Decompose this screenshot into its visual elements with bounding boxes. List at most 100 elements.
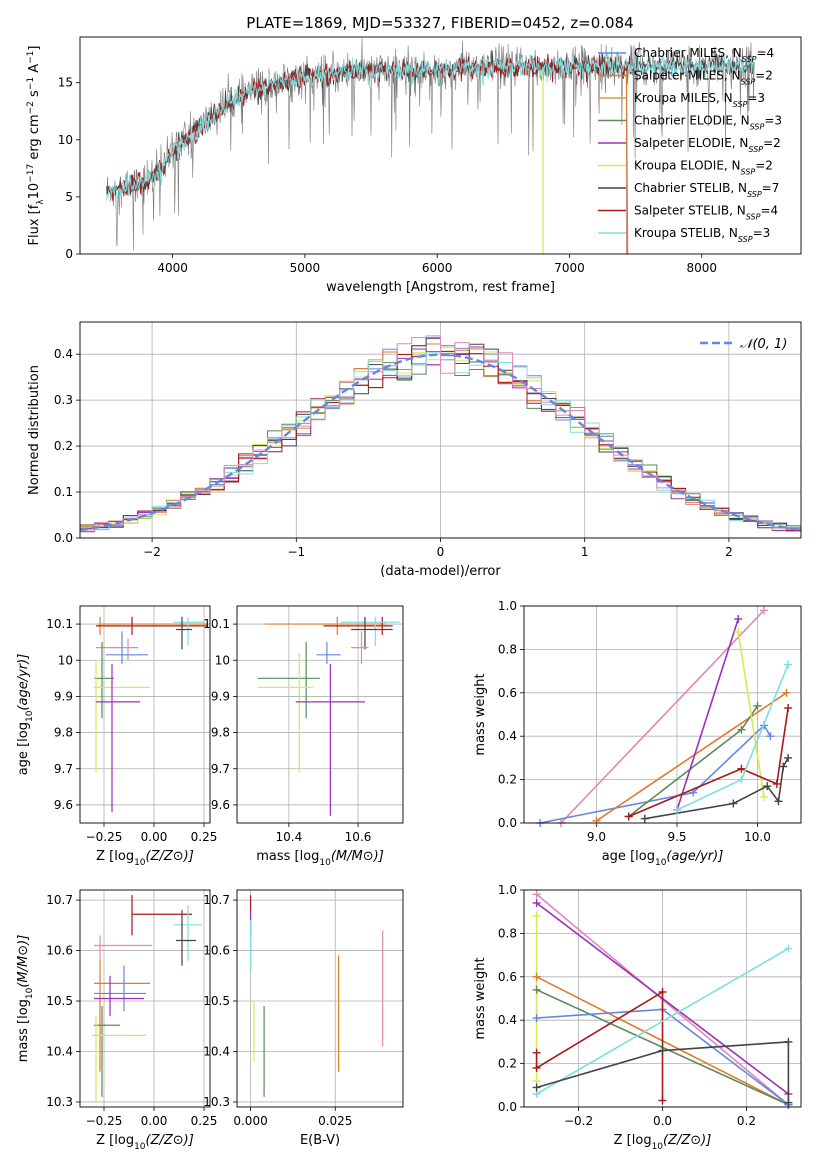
legend-entry: Salpeter MILES, NSSP=2 — [634, 69, 773, 87]
errorbar-point — [351, 631, 369, 664]
y-tick-label: 10.5 — [203, 994, 230, 1008]
x-axis-label: (data-model)/error — [380, 564, 501, 579]
y-tick-label: 9.7 — [54, 762, 73, 776]
x-tick-label: 0.2 — [737, 1114, 756, 1128]
y-tick-label: 9.6 — [54, 798, 73, 812]
axes-frame — [79, 36, 802, 255]
x-tick-label: 4000 — [157, 261, 188, 275]
weight-marker — [763, 782, 772, 791]
x-tick-label: 10.4 — [276, 830, 303, 844]
axes-frame — [236, 889, 404, 1108]
weight-marker — [532, 890, 541, 899]
x-tick-label: −2 — [143, 545, 161, 559]
y-axis-label: mass weight — [473, 673, 488, 755]
weight-marker — [737, 764, 746, 773]
x-tick-label: 1 — [581, 545, 589, 559]
axes-weight-vs-age: 9.0 9.5 10.0 0.0 0.2 0.4 0.6 0.8 1.0 age [log10(a… — [473, 599, 802, 868]
errorbar-point — [351, 616, 393, 650]
errorbar-point — [174, 905, 202, 961]
axes-frame — [79, 889, 211, 1108]
axes-weight-vs-z: −0.2 0.0 0.2 0.0 0.2 0.4 0.6 0.8 1.0 Z [log10(Z/Z… — [473, 883, 802, 1152]
weight-marker — [729, 799, 738, 808]
y-tick-label: 0.0 — [498, 816, 517, 830]
weight-series-line — [676, 618, 739, 811]
errorbar-point — [106, 631, 148, 664]
weight-marker — [532, 985, 541, 994]
x-tick-label: 10.6 — [345, 830, 372, 844]
weight-marker — [734, 615, 743, 624]
axes-frame — [523, 605, 802, 824]
y-tick-label: 0.3 — [54, 393, 73, 407]
model-spectrum-line — [106, 50, 755, 197]
y-axis-label: Flux [fλ10−17 erg cm−2 s−1 A−1] — [26, 46, 46, 246]
x-tick-label: 9.5 — [667, 830, 686, 844]
errorbar-point — [316, 642, 341, 664]
y-tick-label: 10.7 — [46, 893, 73, 907]
errorbar-point — [94, 960, 150, 1072]
y-tick-label: 10.4 — [203, 1044, 230, 1058]
spectrum-legend: Chabrier MILES, NSSP=4 Salpeter MILES, NS… — [598, 46, 782, 244]
y-tick-label: 0.2 — [54, 439, 73, 453]
weight-marker — [737, 775, 746, 784]
y-tick-label: 9.9 — [211, 689, 230, 703]
y-tick-label: 0.1 — [54, 485, 73, 499]
errorbar-point — [96, 663, 140, 813]
y-tick-label: 9.8 — [54, 726, 73, 740]
errorbar-point — [94, 935, 152, 961]
axes-frame — [79, 321, 802, 539]
x-axis-label: age [log10(age/yr)] — [602, 849, 724, 868]
x-tick-label: 8000 — [687, 261, 718, 275]
y-tick-label: 0.2 — [498, 773, 517, 787]
weight-marker — [784, 753, 793, 762]
x-tick-label: 0.00 — [141, 1114, 168, 1128]
x-tick-label: 10.0 — [744, 830, 771, 844]
y-tick-label: 0.8 — [498, 642, 517, 656]
errorbar-point — [94, 1006, 120, 1097]
weight-marker — [532, 1083, 541, 1092]
y-tick-label: 0.2 — [498, 1057, 517, 1071]
x-tick-label: 0.25 — [191, 830, 218, 844]
x-tick-label: 0 — [437, 545, 445, 559]
errorbar-point — [174, 616, 204, 646]
y-tick-label: 10.1 — [203, 617, 230, 631]
x-axis-label: Z [log10(Z/Z⊙)] — [614, 1133, 712, 1152]
y-tick-label: 0.6 — [498, 970, 517, 984]
model-dropout-line — [625, 71, 629, 255]
legend-entry: Kroupa ELODIE, NSSP=2 — [634, 159, 773, 177]
weight-series-line — [628, 707, 789, 818]
y-tick-label: 10 — [58, 653, 73, 667]
errorbar-point — [323, 616, 393, 635]
weight-marker — [532, 972, 541, 981]
y-tick-label: 9.6 — [211, 798, 230, 812]
errorbar-point — [176, 910, 196, 966]
axes-frame — [523, 889, 802, 1108]
y-tick-label: 10.6 — [46, 944, 73, 958]
y-tick-label: 9.7 — [211, 762, 230, 776]
axes-age-vs-z: −0.25 0.00 0.25 9.6 9.7 9.8 9.9 10 10.1 Z [log10(… — [16, 605, 218, 868]
errorbar-point — [176, 616, 192, 650]
y-tick-label: 10 — [215, 653, 230, 667]
legend-entry: Chabrier MILES, NSSP=4 — [634, 46, 774, 64]
x-tick-label: 7000 — [554, 261, 585, 275]
y-tick-label: 0.4 — [498, 729, 517, 743]
weight-marker — [658, 1046, 667, 1055]
legend-entry: Chabrier STELIB, NSSP=7 — [634, 181, 779, 199]
y-axis-label: mass weight — [473, 957, 488, 1039]
weight-marker — [624, 812, 633, 821]
weight-marker — [766, 732, 775, 741]
gaussian-reference-line — [79, 353, 799, 532]
x-tick-label: −0.25 — [86, 830, 123, 844]
y-tick-label: 9.8 — [211, 726, 230, 740]
axes-mass-vs-z: −0.25 0.00 0.25 10.3 10.4 10.5 10.6 10.7 Z [log1… — [16, 889, 217, 1152]
weight-marker — [532, 1063, 541, 1072]
weight-marker — [772, 779, 781, 788]
legend-entry: Salpeter ELODIE, NSSP=2 — [634, 136, 781, 154]
weight-marker — [774, 797, 783, 806]
weight-marker — [753, 701, 762, 710]
weight-marker — [640, 814, 649, 823]
y-tick-label: 0.4 — [54, 347, 73, 361]
y-axis-label: mass [log10(M/M⊙)] — [16, 935, 35, 1063]
x-tick-label: 2 — [725, 545, 733, 559]
y-tick-label: 5 — [65, 190, 73, 204]
